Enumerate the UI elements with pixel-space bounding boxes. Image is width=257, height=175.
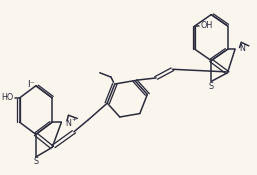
Text: I⁻: I⁻ (27, 79, 35, 89)
Text: +: + (72, 117, 77, 122)
Text: N: N (239, 44, 245, 53)
Text: OH: OH (201, 20, 213, 30)
Text: HO: HO (1, 93, 13, 101)
Text: S: S (33, 157, 39, 166)
Text: S: S (209, 82, 214, 91)
Text: N: N (66, 119, 71, 128)
